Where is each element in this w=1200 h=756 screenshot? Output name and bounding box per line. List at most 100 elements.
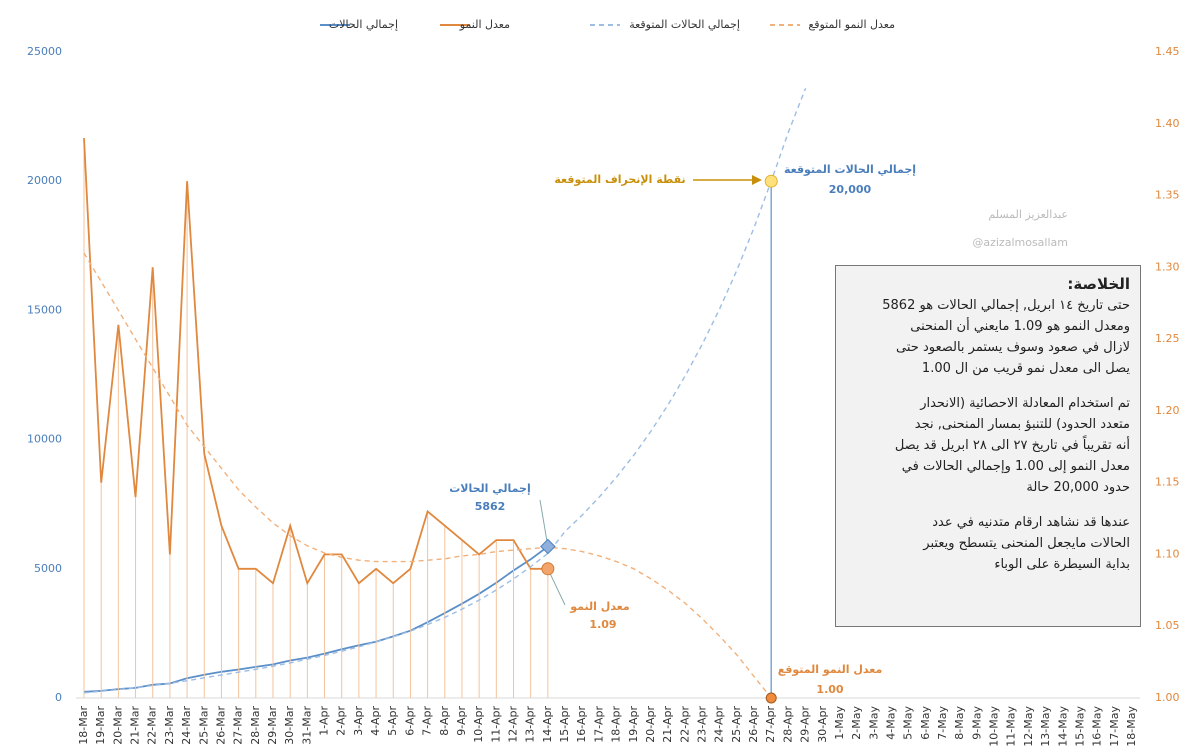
series-line (83, 252, 772, 699)
x-tick-label: 28-Apr (781, 706, 794, 743)
summary-line: حدود 20,000 حالة (1026, 480, 1130, 495)
x-tick-label: 14-May (1056, 706, 1069, 747)
x-tick-label: 31-Mar (300, 706, 313, 745)
summary-paragraph: حتى تاريخ ١٤ ابريل, إجمالي الحالات هو 58… (846, 295, 1130, 379)
x-tick-label: 9-May (970, 706, 983, 740)
summary-paragraph: عندها قد نشاهد ارقام متدنيه في عدد الحالا… (846, 512, 1130, 575)
watermark: @azizalmosallam (972, 236, 1068, 249)
y2-tick-label: 1.00 (1155, 691, 1180, 704)
annotation: 1.09 (589, 618, 616, 631)
x-tick-label: 7-May (936, 706, 949, 740)
y2-tick-label: 1.40 (1155, 117, 1180, 130)
x-tick-label: 9-Apr (455, 706, 468, 736)
x-tick-label: 3-Apr (352, 706, 365, 736)
x-tick-label: 26-Mar (214, 706, 227, 745)
x-tick-label: 27-Apr (764, 706, 777, 743)
summary-line: الحالات مايجعل المنحنى يتسطح ويعتبر (923, 536, 1130, 551)
y-tick-label: 10000 (27, 433, 62, 446)
summary-title: الخلاصة: (1067, 275, 1130, 293)
x-tick-label: 27-Mar (232, 706, 245, 745)
annotation: 20,000 (829, 183, 872, 196)
annotation: إجمالي الحالات المتوقعة (784, 163, 916, 176)
y2-tick-label: 1.30 (1155, 260, 1180, 273)
x-tick-label: 17-May (1108, 706, 1121, 747)
x-tick-label: 10-May (988, 706, 1001, 747)
point-marker (764, 174, 778, 188)
x-tick-label: 21-Apr (661, 706, 674, 743)
x-tick-label: 14-Apr (541, 706, 554, 743)
y2-tick-label: 1.25 (1155, 332, 1180, 345)
y-tick-label: 25000 (27, 45, 62, 58)
summary-line: معدل النمو إلى 1.00 وإجمالي الحالات في (901, 459, 1130, 474)
x-tick-label: 5-Apr (386, 706, 399, 736)
x-tick-label: 24-Mar (180, 706, 193, 745)
watermark: عبدالعزيز المسلم (988, 208, 1068, 221)
x-tick-label: 15-May (1073, 706, 1086, 747)
x-tick-label: 25-Mar (197, 706, 210, 745)
y2-tick-label: 1.10 (1155, 547, 1180, 560)
x-tick-label: 18-Mar (77, 706, 90, 745)
y2-tick-label: 1.15 (1155, 476, 1180, 489)
summary-box: الخلاصة: حتى تاريخ ١٤ ابريل, إجمالي الحا… (835, 265, 1141, 627)
x-tick-label: 4-May (884, 706, 897, 740)
summary-line: حتى تاريخ ١٤ ابريل, إجمالي الحالات هو 58… (882, 298, 1130, 313)
x-tick-label: 19-Apr (627, 706, 640, 743)
x-tick-label: 30-Mar (283, 706, 296, 745)
x-tick-label: 5-May (902, 706, 915, 740)
y2-tick-label: 1.45 (1155, 45, 1180, 58)
x-tick-label: 23-Mar (163, 706, 176, 745)
point-marker (765, 692, 777, 704)
x-tick-label: 16-Apr (575, 706, 588, 743)
x-tick-label: 18-May (1125, 706, 1138, 747)
x-tick-label: 20-Mar (111, 706, 124, 745)
summary-line: بداية السيطرة على الوباء (994, 557, 1130, 572)
connector (547, 568, 566, 606)
x-tick-label: 3-May (867, 706, 880, 740)
summary-paragraph: تم استخدام المعادلة الاحصائية (الانحدار م… (846, 393, 1130, 498)
annotation: معدل النمو (569, 600, 629, 613)
summary-line: عندها قد نشاهد ارقام متدنيه في عدد (932, 515, 1130, 530)
legend-label: إجمالي الحالات المتوقعة (629, 18, 740, 31)
x-tick-label: 13-May (1039, 706, 1052, 747)
x-tick-label: 16-May (1091, 706, 1104, 747)
x-tick-label: 1-May (833, 706, 846, 740)
x-tick-label: 6-Apr (403, 706, 416, 736)
x-tick-label: 22-Apr (678, 706, 691, 743)
connector (539, 499, 549, 547)
x-tick-label: 8-May (953, 706, 966, 740)
annotation: 5862 (475, 500, 506, 513)
annotation: إجمالي الحالات (449, 482, 531, 495)
x-tick-label: 12-May (1022, 706, 1035, 747)
y-tick-label: 15000 (27, 303, 62, 316)
x-tick-label: 20-Apr (644, 706, 657, 743)
series-line (83, 545, 549, 693)
x-tick-label: 23-Apr (695, 706, 708, 743)
y-tick-label: 0 (55, 691, 62, 704)
summary-line: يصل الى معدل نمو قريب من ال 1.00 (921, 361, 1130, 376)
y-tick-label: 20000 (27, 174, 62, 187)
x-tick-label: 28-Mar (249, 706, 262, 745)
legend-label: معدل النمو المتوقع (808, 18, 895, 31)
point-marker (540, 538, 556, 555)
x-tick-label: 21-Mar (129, 706, 142, 745)
x-tick-label: 22-Mar (146, 706, 159, 745)
point-marker (541, 562, 555, 576)
legend-label: معدل النمو (459, 18, 510, 31)
series-line (83, 87, 807, 694)
x-tick-label: 13-Apr (524, 706, 537, 743)
legend-label: إجمالي الحالات (329, 18, 398, 31)
annotation: 1.00 (816, 683, 843, 696)
series-line (83, 138, 548, 586)
x-tick-label: 26-Apr (747, 706, 760, 743)
summary-line: تم استخدام المعادلة الاحصائية (الانحدار (920, 396, 1130, 411)
x-tick-label: 8-Apr (438, 706, 451, 736)
summary-line: أنه تقريباً في تاريخ ٢٧ الى ٢٨ ابريل قد … (894, 438, 1130, 453)
x-tick-label: 25-Apr (730, 706, 743, 743)
y2-tick-label: 1.20 (1155, 404, 1180, 417)
arrow-head (752, 175, 762, 185)
x-tick-label: 29-Apr (799, 706, 812, 743)
summary-line: متعدد الحدود) للتنبؤ بمسار المنحنى, نجد (914, 417, 1130, 432)
x-tick-label: 12-Apr (507, 706, 520, 743)
